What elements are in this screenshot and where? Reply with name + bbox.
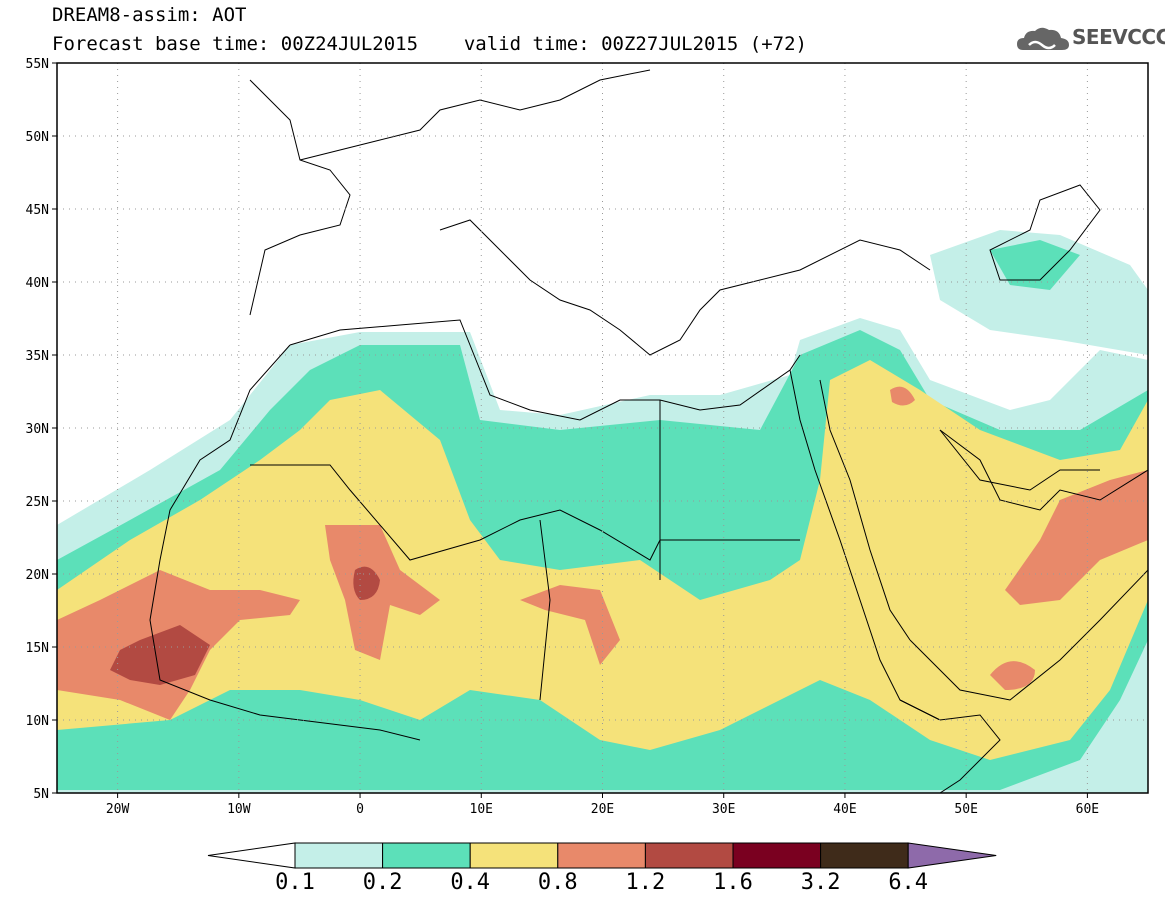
- aot-contour-1.2-west: [110, 625, 210, 685]
- lat-label: 55N: [26, 57, 49, 72]
- lat-label: 45N: [26, 203, 49, 218]
- aot-contour-0.1-caspian: [930, 230, 1148, 355]
- colorbar-swatch: [732, 842, 822, 869]
- lon-label: 10E: [470, 802, 493, 817]
- coastline-africa-north: [289, 319, 801, 421]
- colorbar-swatch: [469, 842, 559, 869]
- longitude-labels: 20W 10W 0 10E 20E 30E 40E 50E 60E: [106, 793, 1099, 817]
- aot-contour-0.8-mali: [325, 525, 440, 660]
- lon-label: 60E: [1076, 802, 1099, 817]
- lat-label: 10N: [26, 714, 49, 729]
- lon-label: 20E: [591, 802, 614, 817]
- aot-contour-0.8-yemen: [990, 661, 1035, 690]
- coastline-west-africa: [149, 344, 421, 741]
- aot-contour-0.8-chad: [520, 585, 620, 665]
- lon-label: 30E: [712, 802, 735, 817]
- valid-time-label: valid time: 00Z27JUL2015 (+72): [463, 33, 807, 55]
- lon-label: 50E: [954, 802, 977, 817]
- coastline-europe: [249, 69, 931, 356]
- colorbar-swatch: [644, 842, 734, 869]
- colorbar-swatch: [820, 842, 909, 869]
- colorbar-level-label: 1.2: [625, 870, 666, 895]
- coastline-red-sea: [789, 369, 941, 721]
- border-sahara: [250, 400, 800, 701]
- coastline-caspian: [989, 184, 1101, 281]
- base-time-label: Forecast base time: 00Z24JUL2015: [52, 33, 419, 55]
- colorbar-under-triangle: [207, 842, 296, 869]
- lon-label: 10W: [227, 802, 251, 817]
- lat-label: 5N: [33, 787, 49, 802]
- colorbar-swatch: [382, 842, 471, 869]
- aot-contour-0.2-caspian: [990, 240, 1080, 290]
- map-title: DREAM8-assim: AOT: [52, 4, 247, 26]
- lat-label: 20N: [26, 568, 49, 583]
- aot-contour-0.8-iraq: [890, 386, 915, 406]
- colorbar-level-label: 1.6: [713, 870, 753, 895]
- colorbar-level-label: 0.4: [450, 870, 491, 895]
- lat-label: 40N: [26, 276, 49, 291]
- lon-label: 40E: [833, 802, 856, 817]
- logo-text: SEEVCCC: [1072, 25, 1165, 49]
- lon-label: 0: [356, 802, 364, 817]
- coastline-horn: [899, 699, 1001, 793]
- colorbar: [207, 842, 997, 869]
- colorbar-level-label: 0.2: [362, 870, 403, 895]
- colorbar-over-triangle: [907, 842, 997, 869]
- aot-field: [57, 230, 1148, 793]
- coastline-arabia: [909, 429, 1148, 701]
- cloud-icon: [1017, 27, 1069, 50]
- latitude-labels: 5N 10N 15N 20N 25N 30N 35N 40N 45N 50N 55N: [26, 57, 57, 802]
- coastline-persian-gulf: [939, 429, 1148, 511]
- lon-label: 20W: [106, 802, 130, 817]
- colorbar-level-label: 0.1: [275, 870, 315, 895]
- colorbar-level-label: 3.2: [800, 870, 841, 895]
- lat-label: 50N: [26, 130, 49, 145]
- lat-label: 15N: [26, 641, 49, 656]
- aot-contour-0.8-arabia: [1005, 470, 1148, 605]
- forecast-time-line: Forecast base time: 00Z24JUL2015 valid t…: [52, 33, 807, 55]
- lat-label: 35N: [26, 349, 49, 364]
- coastlines: [149, 69, 1148, 793]
- aot-contour-0.4: [57, 360, 1148, 760]
- colorbar-swatch: [294, 842, 384, 869]
- lat-label: 25N: [26, 495, 49, 510]
- lat-label: 30N: [26, 422, 49, 437]
- colorbar-level-label: 6.4: [888, 870, 929, 895]
- colorbar-level-label: 0.8: [537, 870, 578, 895]
- colorbar-swatch: [557, 842, 646, 869]
